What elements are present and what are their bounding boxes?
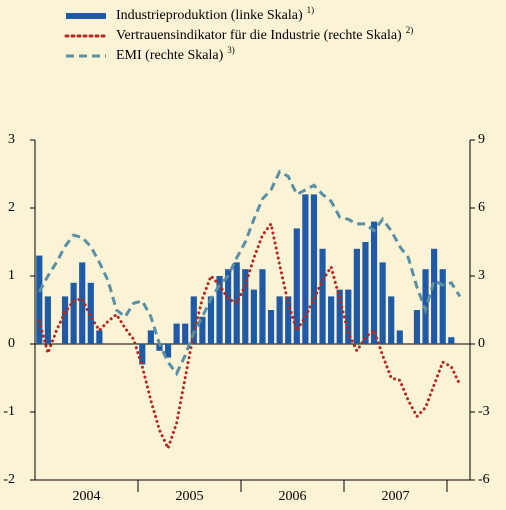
line: [37, 169, 462, 377]
bar: [79, 262, 86, 344]
bar: [336, 289, 343, 344]
y-tick-label: 3: [8, 132, 15, 147]
bar: [242, 269, 249, 344]
bar: [276, 296, 283, 344]
bar: [396, 330, 403, 344]
bar: [182, 323, 189, 344]
bar: [44, 296, 51, 344]
y-tick-label: -1: [3, 404, 15, 419]
legend-name: EMI (rechte Skala): [116, 48, 224, 63]
legend-label: Industrieproduktion (linke Skala) 1): [116, 5, 314, 23]
bar: [328, 296, 335, 344]
bar: [139, 344, 146, 365]
bar: [207, 296, 215, 344]
bar: [61, 296, 69, 344]
bar: [173, 323, 180, 344]
bar: [370, 221, 378, 344]
bar: [353, 248, 360, 344]
bar: [285, 296, 292, 344]
bar: [439, 269, 446, 344]
bar: [413, 310, 421, 344]
bar: [259, 269, 266, 344]
y2-tick-label: 0: [478, 336, 485, 351]
legend-footnote: 3): [227, 45, 235, 55]
line: [37, 220, 462, 453]
legend-name: Vertrauensindikator für die Industrie (r…: [116, 28, 402, 43]
bar: [379, 262, 386, 344]
legend-footnote: 2): [406, 25, 414, 35]
bar: [70, 282, 77, 344]
bar: [345, 289, 352, 344]
bar: [147, 330, 154, 344]
y-tick-label: -2: [3, 472, 15, 487]
bar: [225, 269, 232, 344]
x-group-label: 2004: [73, 489, 101, 504]
bar: [388, 296, 395, 344]
x-group-label: 2005: [176, 489, 204, 504]
y-tick-label: 0: [8, 336, 15, 351]
x-group-label: 2007: [382, 489, 410, 504]
legend-label: EMI (rechte Skala) 3): [116, 45, 235, 63]
bar: [216, 276, 223, 344]
bar: [319, 248, 326, 344]
y2-tick-label: 6: [478, 200, 485, 215]
y-tick-label: 2: [8, 200, 15, 215]
legend-swatch: [66, 13, 106, 19]
bar: [190, 296, 197, 344]
bar: [293, 228, 300, 344]
bar: [164, 344, 172, 358]
legend-label: Vertrauensindikator für die Industrie (r…: [116, 25, 413, 43]
y-tick-label: 1: [8, 268, 15, 283]
bar: [96, 330, 103, 344]
bar: [267, 310, 275, 344]
y2-tick-label: 3: [478, 268, 485, 283]
y2-tick-label: 9: [478, 132, 485, 147]
bar: [362, 242, 369, 344]
bar: [310, 194, 318, 344]
legend-name: Industrieproduktion (linke Skala): [116, 8, 303, 23]
y2-tick-label: -6: [478, 472, 490, 487]
bar: [156, 344, 163, 351]
bar: [199, 316, 206, 344]
x-group-label: 2006: [279, 489, 307, 504]
bar: [448, 337, 455, 344]
bar: [302, 194, 309, 344]
y2-tick-label: -3: [478, 404, 490, 419]
legend-footnote: 1): [307, 5, 315, 15]
bar: [431, 248, 438, 344]
bar: [36, 255, 43, 344]
bar: [250, 289, 257, 344]
